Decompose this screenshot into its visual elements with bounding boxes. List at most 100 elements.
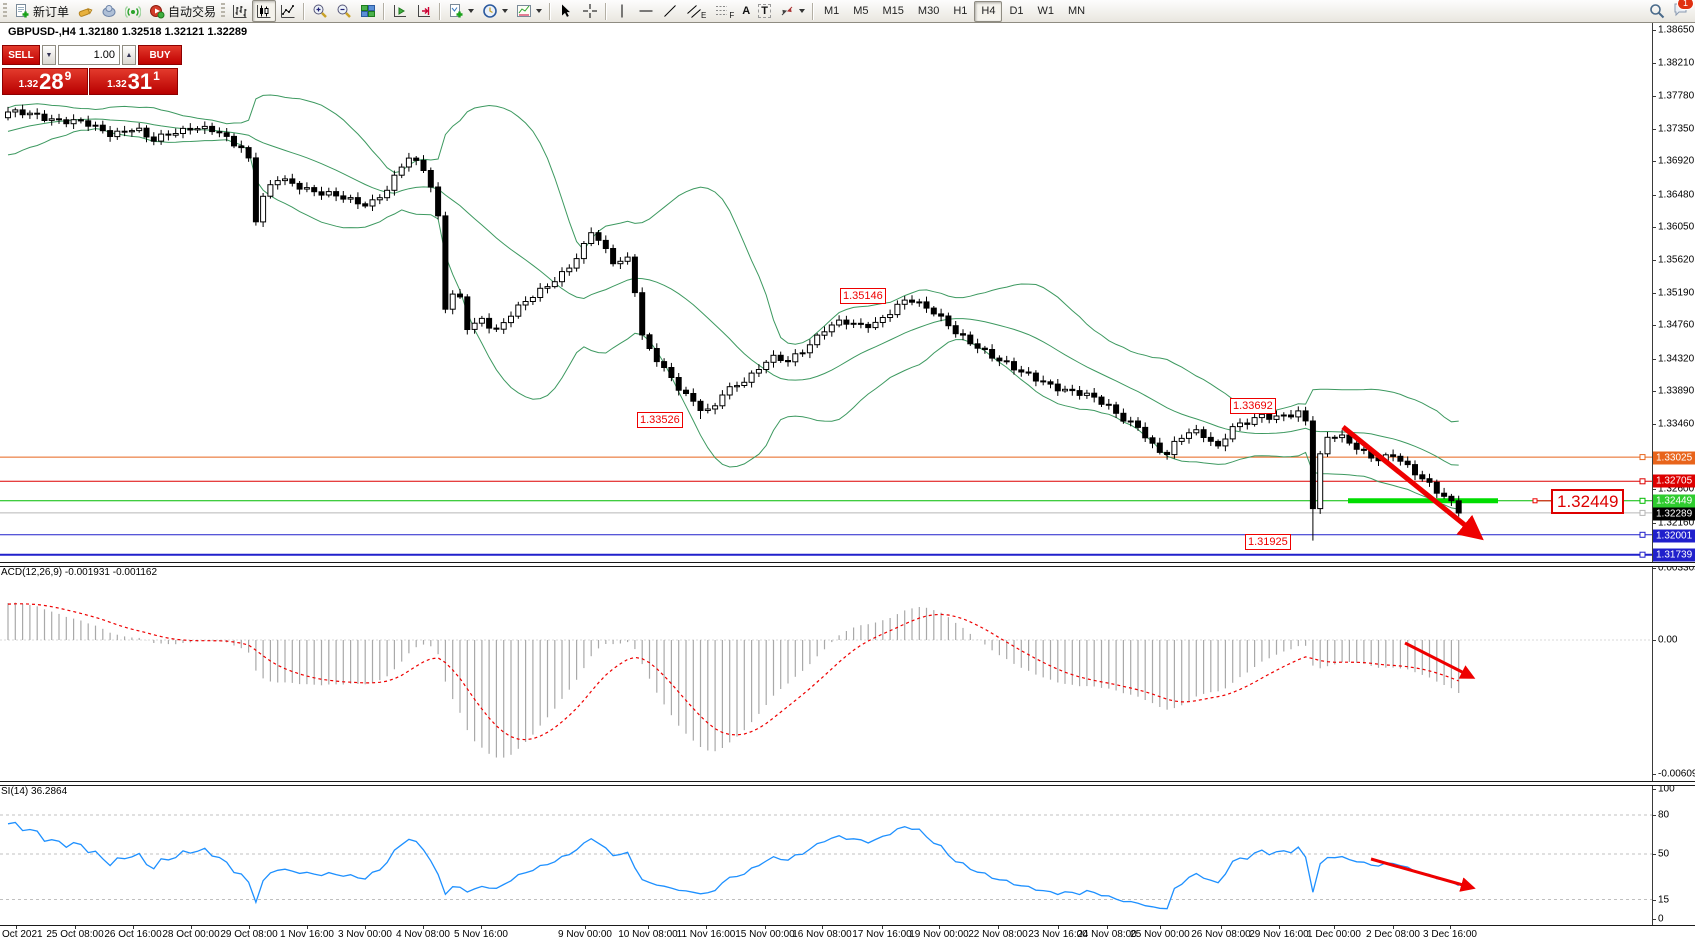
vertical-line-button[interactable] (610, 0, 634, 22)
timeframe-h4[interactable]: H4 (974, 0, 1003, 22)
time-label: 4 Nov 08:00 (396, 929, 450, 940)
axis-tick (1652, 489, 1656, 490)
line-chart-button[interactable] (276, 0, 300, 22)
timeframe-d1[interactable]: D1 (1009, 4, 1024, 17)
time-label: 23 Nov 16:00 (1028, 929, 1088, 940)
timeframe-m1[interactable]: M1 (823, 4, 840, 17)
zoom-out-button[interactable] (332, 0, 356, 22)
price-annotation[interactable]: 1.35146 (840, 288, 886, 304)
horizontal-line-button[interactable] (634, 0, 658, 22)
chart-shift-icon (418, 5, 431, 17)
text-label-button[interactable]: T (754, 0, 775, 22)
candlestick-chart-button[interactable] (252, 0, 277, 22)
trendline-icon (664, 5, 676, 17)
broadcast-icon (125, 5, 142, 19)
one-click-trade-panel: SELL ▼ 1.00 ▲ BUY 1.32 28 9 1.32 31 1 (2, 45, 182, 98)
timeframe-m15[interactable]: M15 (882, 4, 904, 17)
cursor-icon (562, 4, 571, 17)
search-icon[interactable] (1649, 3, 1665, 19)
auto-scroll-button[interactable] (388, 0, 412, 22)
time-tick (1107, 926, 1108, 929)
periods-button[interactable] (478, 0, 512, 22)
axis-tick (1652, 293, 1656, 294)
new-order-label: 新订单 (33, 4, 70, 19)
text-button[interactable]: A (738, 0, 754, 22)
macd-panel-canvas[interactable] (0, 563, 1695, 783)
chart-shift-button[interactable] (412, 0, 436, 22)
time-tick (1279, 926, 1280, 929)
equidistant-channel-button[interactable]: E (682, 0, 710, 22)
price-badge: 1.32449 (1653, 494, 1695, 508)
price-tick: 1.33460 (1658, 418, 1695, 430)
metaeditor-button[interactable] (73, 0, 97, 22)
indicators-button[interactable] (444, 0, 478, 22)
timeframe-m5[interactable]: M5 (853, 4, 869, 17)
autotrading-button[interactable]: 自动交易 (145, 0, 220, 22)
notifications-button[interactable]: 1 (1673, 0, 1694, 22)
timeframe-m30[interactable]: M30 (917, 4, 940, 17)
sell-price-main: 28 (39, 69, 64, 94)
templates-button[interactable] (512, 0, 546, 22)
symbol-header: GBPUSD-,H4 1.32180 1.32518 1.32121 1.322… (8, 26, 248, 38)
fibonacci-button[interactable]: F (710, 0, 738, 22)
toolbar-grip[interactable] (221, 3, 226, 19)
price-tick: 1.37780 (1658, 90, 1695, 102)
crosshair-button[interactable] (578, 0, 602, 22)
price-annotation[interactable]: 1.33692 (1230, 398, 1276, 414)
fibonacci-letter: F (729, 10, 735, 20)
timeframe-mn[interactable]: MN (1068, 4, 1086, 17)
time-tick (882, 926, 883, 929)
autotrading-label: 自动交易 (168, 4, 217, 19)
buy-price-display[interactable]: 1.32 31 1 (89, 68, 178, 95)
sell-price-display[interactable]: 1.32 28 9 (2, 68, 88, 95)
time-axis: Oct 2021 25 Oct 08:00 26 Oct 16:00 28 Oct 0… (0, 925, 1695, 941)
highlighted-price-label[interactable]: 1.32449 (1551, 489, 1625, 514)
text-label-icon: T (758, 4, 771, 18)
time-tick (307, 926, 308, 929)
trendline-button[interactable] (658, 0, 682, 22)
rsi-panel-canvas[interactable] (0, 783, 1695, 925)
volume-input[interactable]: 1.00 (58, 45, 120, 65)
volume-up-button[interactable]: ▲ (122, 45, 136, 65)
price-annotation[interactable]: 1.31925 (1245, 534, 1291, 550)
cursor-button[interactable] (554, 0, 578, 22)
panel-separator[interactable] (0, 562, 1695, 567)
clock-icon (483, 4, 497, 18)
bar-chart-icon (233, 5, 247, 18)
bar-chart-button[interactable] (228, 0, 252, 22)
time-label: 16 Nov 08:00 (792, 929, 852, 940)
dropdown-caret-icon (502, 9, 509, 13)
dropdown-caret-icon (468, 9, 475, 13)
toolbar-grip[interactable] (3, 3, 7, 19)
timeframe-group: M1 M5 M15 M30 H1 H4 D1 W1 MN (817, 0, 1092, 22)
price-annotation[interactable]: 1.33526 (637, 412, 683, 428)
timeframe-h1[interactable]: H1 (953, 4, 968, 17)
sell-button[interactable]: SELL (2, 45, 40, 65)
time-label: 2 Dec 08:00 (1366, 929, 1420, 940)
macd-axis-value: -0.006092 (1658, 768, 1695, 780)
vertical-line-icon (621, 4, 623, 18)
tile-windows-button[interactable] (356, 0, 380, 22)
toolbar-separator (383, 2, 386, 20)
broadcast-button[interactable] (121, 0, 145, 22)
price-badge: 1.31739 (1653, 548, 1695, 562)
price-badge: 1.32289 (1653, 507, 1695, 521)
timeframe-w1[interactable]: W1 (1037, 4, 1055, 17)
time-label: 25 Nov 00:00 (1130, 929, 1190, 940)
market-watch-button[interactable] (97, 0, 121, 22)
time-tick (585, 926, 586, 929)
volume-down-button[interactable]: ▼ (42, 45, 56, 65)
price-tick: 1.32600 (1658, 483, 1695, 495)
time-tick (998, 926, 999, 929)
new-order-button[interactable]: 新订单 (10, 0, 73, 22)
axis-tick (1652, 900, 1656, 901)
price-tick: 1.35620 (1658, 254, 1695, 266)
time-label: 22 Nov 08:00 (968, 929, 1028, 940)
price-tick: 1.36480 (1658, 189, 1695, 201)
horizontal-line-icon (639, 10, 653, 12)
panel-separator[interactable] (0, 781, 1695, 786)
arrows-button[interactable] (775, 0, 809, 22)
buy-button[interactable]: BUY (138, 45, 182, 65)
zoom-in-button[interactable] (308, 0, 332, 22)
axis-tick (1652, 774, 1656, 775)
